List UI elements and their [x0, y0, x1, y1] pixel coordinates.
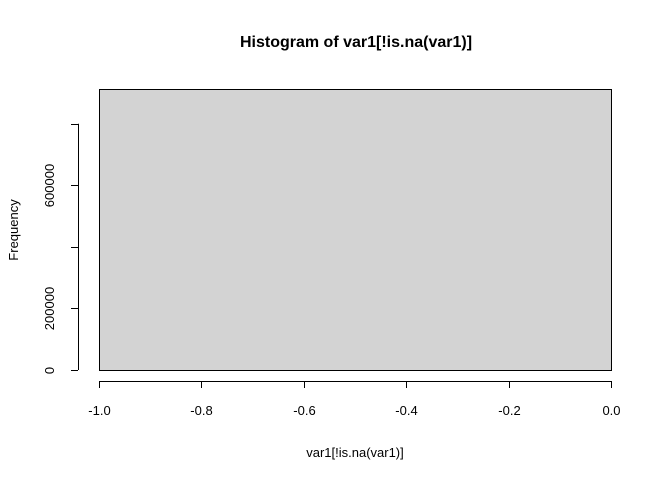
x-tick-label: 0.0 [602, 403, 620, 418]
x-tick-label: -0.8 [190, 403, 212, 418]
y-axis-label: Frequency [6, 199, 21, 261]
x-tick-label: -0.6 [293, 403, 315, 418]
chart-title: Histogram of var1[!is.na(var1)] [240, 34, 472, 51]
x-tick-label: -0.2 [498, 403, 520, 418]
x-tick-label: -0.4 [395, 403, 417, 418]
y-tick-label: 600000 [42, 164, 57, 207]
y-axis: 0 200000 600000 [42, 123, 79, 374]
x-tick-label: -1.0 [88, 403, 110, 418]
histogram-bar [99, 89, 612, 371]
x-axis-label: var1[!is.na(var1)] [306, 445, 404, 460]
y-tick-label: 0 [42, 367, 57, 374]
bars-layer [99, 89, 612, 371]
x-axis: -1.0 -0.8 -0.6 -0.4 -0.2 0.0 [88, 381, 621, 418]
y-tick-label: 200000 [42, 287, 57, 330]
